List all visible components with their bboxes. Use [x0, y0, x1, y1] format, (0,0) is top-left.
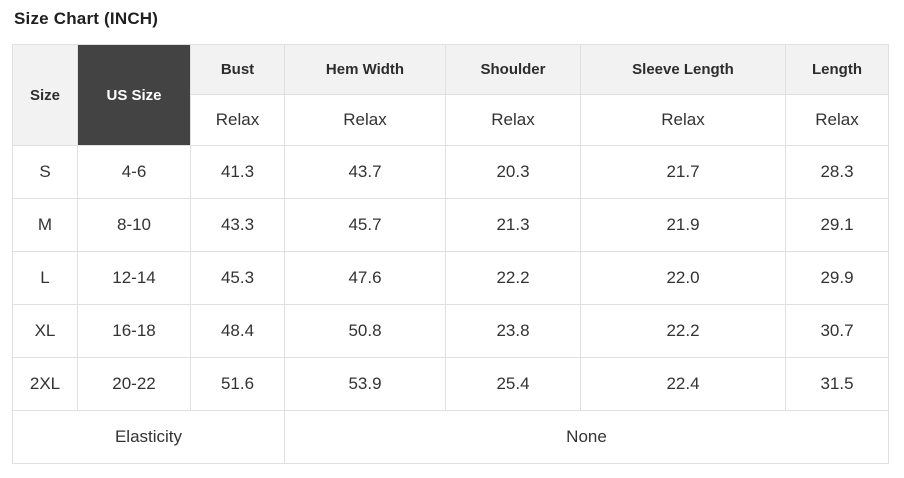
- shoulder-cell: 25.4: [445, 357, 581, 411]
- elasticity-label: Elasticity: [12, 410, 285, 464]
- us-size-cell: 12-14: [77, 251, 191, 305]
- table-row-s: S 4-6 41.3 43.7 20.3 21.7 28.3: [12, 145, 889, 199]
- sleeve-length-column-header: Sleeve Length: [580, 44, 786, 95]
- sleeve-length-cell: 22.0: [580, 251, 786, 305]
- bust-cell: 43.3: [190, 198, 285, 252]
- bust-cell: 41.3: [190, 145, 285, 199]
- shoulder-column-header: Shoulder: [445, 44, 581, 95]
- length-cell: 31.5: [785, 357, 889, 411]
- shoulder-cell: 23.8: [445, 304, 581, 358]
- size-cell: XL: [12, 304, 78, 358]
- hem-width-cell: 53.9: [284, 357, 446, 411]
- hem-width-cell: 45.7: [284, 198, 446, 252]
- sleeve-length-cell: 21.9: [580, 198, 786, 252]
- header-row-1: Size US Size Bust Hem Width Shoulder Sle…: [12, 44, 889, 146]
- length-cell: 29.1: [785, 198, 889, 252]
- table-row-l: L 12-14 45.3 47.6 22.2 22.0 29.9: [12, 251, 889, 305]
- sleeve-length-cell: 22.4: [580, 357, 786, 411]
- sleeve-length-cell: 22.2: [580, 304, 786, 358]
- us-size-cell: 16-18: [77, 304, 191, 358]
- bust-column-header: Bust: [190, 44, 285, 95]
- length-cell: 29.9: [785, 251, 889, 305]
- length-cell: 30.7: [785, 304, 889, 358]
- shoulder-cell: 20.3: [445, 145, 581, 199]
- us-size-column-header: US Size: [77, 44, 191, 146]
- size-cell: M: [12, 198, 78, 252]
- size-column-header: Size: [12, 44, 78, 146]
- fit-cell-shoulder: Relax: [445, 94, 581, 146]
- length-cell: 28.3: [785, 145, 889, 199]
- hem-width-cell: 50.8: [284, 304, 446, 358]
- shoulder-cell: 22.2: [445, 251, 581, 305]
- elasticity-value: None: [284, 410, 889, 464]
- fit-type-row: Relax Relax Relax Relax Relax: [13, 94, 889, 146]
- hem-width-cell: 43.7: [284, 145, 446, 199]
- fit-cell-length: Relax: [785, 94, 889, 146]
- size-chart-table: Size US Size Bust Hem Width Shoulder Sle…: [12, 44, 889, 464]
- fit-cell-hem-width: Relax: [284, 94, 446, 146]
- us-size-cell: 4-6: [77, 145, 191, 199]
- bust-cell: 45.3: [190, 251, 285, 305]
- elasticity-row: Elasticity None: [12, 410, 889, 464]
- size-cell: 2XL: [12, 357, 78, 411]
- table-row-m: M 8-10 43.3 45.7 21.3 21.9 29.1: [12, 198, 889, 252]
- length-column-header: Length: [785, 44, 889, 95]
- shoulder-cell: 21.3: [445, 198, 581, 252]
- bust-cell: 48.4: [190, 304, 285, 358]
- hem-width-cell: 47.6: [284, 251, 446, 305]
- hem-width-column-header: Hem Width: [284, 44, 446, 95]
- table-row-xl: XL 16-18 48.4 50.8 23.8 22.2 30.7: [12, 304, 889, 358]
- table-row-2xl: 2XL 20-22 51.6 53.9 25.4 22.4 31.5: [12, 357, 889, 411]
- fit-cell-bust: Relax: [190, 94, 285, 146]
- size-cell: S: [12, 145, 78, 199]
- page-title: Size Chart (INCH): [14, 9, 159, 28]
- bust-cell: 51.6: [190, 357, 285, 411]
- fit-cell-sleeve-length: Relax: [580, 94, 786, 146]
- us-size-cell: 8-10: [77, 198, 191, 252]
- sleeve-length-cell: 21.7: [580, 145, 786, 199]
- size-cell: L: [12, 251, 78, 305]
- us-size-cell: 20-22: [77, 357, 191, 411]
